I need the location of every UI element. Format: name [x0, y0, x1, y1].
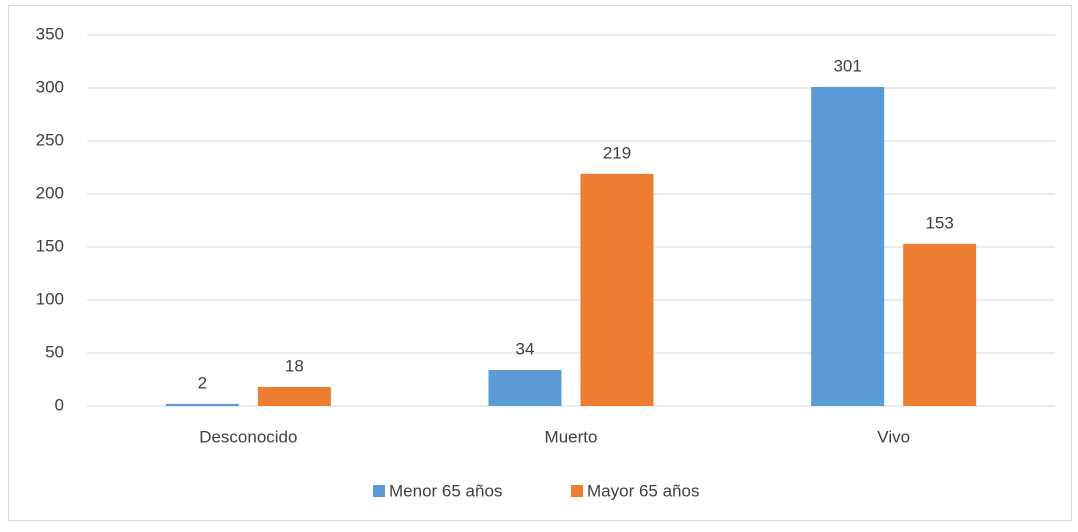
data-label: 153	[925, 213, 953, 232]
y-tick-label: 250	[36, 130, 64, 149]
bar	[165, 403, 239, 406]
legend-label: Menor 65 años	[389, 481, 502, 500]
y-tick-label: 100	[36, 289, 64, 308]
y-tick-label: 0	[55, 395, 64, 414]
data-label: 219	[603, 143, 631, 162]
data-label: 18	[285, 356, 304, 375]
y-tick-label: 150	[36, 236, 64, 255]
data-label: 2	[198, 373, 207, 392]
y-tick-label: 50	[45, 342, 64, 361]
y-tick-label: 350	[36, 24, 64, 43]
y-tick-label: 200	[36, 183, 64, 202]
x-tick-label: Desconocido	[199, 427, 297, 446]
legend-label: Mayor 65 años	[587, 481, 699, 500]
chart-border	[8, 5, 1072, 521]
bar	[903, 243, 977, 406]
x-tick-label: Muerto	[545, 427, 598, 446]
x-tick-label: Vivo	[877, 427, 910, 446]
bar	[580, 173, 654, 406]
bar	[257, 386, 331, 406]
legend-swatch	[571, 485, 583, 497]
y-tick-label: 300	[36, 77, 64, 96]
bar	[488, 369, 562, 406]
bar	[811, 86, 885, 406]
data-label: 301	[833, 56, 861, 75]
legend-swatch	[373, 485, 385, 497]
data-label: 34	[516, 339, 535, 358]
